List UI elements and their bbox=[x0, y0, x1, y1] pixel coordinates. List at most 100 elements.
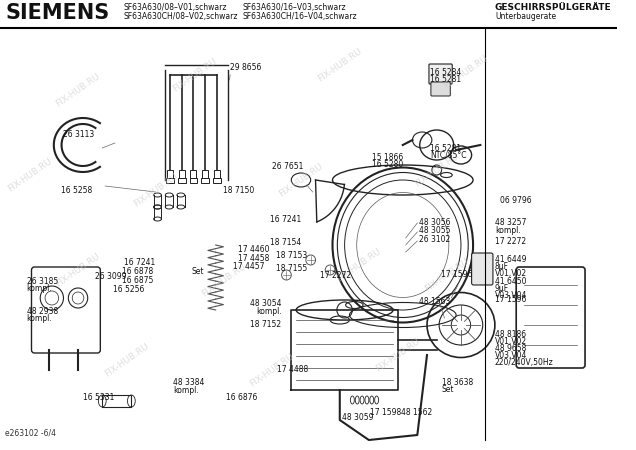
Text: Set: Set bbox=[441, 385, 454, 394]
Text: 17 4458: 17 4458 bbox=[238, 254, 270, 263]
Text: 26 3102: 26 3102 bbox=[419, 235, 450, 244]
FancyBboxPatch shape bbox=[472, 253, 493, 285]
Text: 48 9658: 48 9658 bbox=[495, 344, 526, 353]
Text: 17 1596: 17 1596 bbox=[441, 270, 472, 279]
Bar bbox=[102, 395, 132, 407]
Text: V03,V04: V03,V04 bbox=[495, 291, 527, 300]
Text: 29 8656: 29 8656 bbox=[230, 63, 261, 72]
Text: 17 1596: 17 1596 bbox=[495, 295, 526, 304]
Text: 16 6875: 16 6875 bbox=[122, 276, 154, 285]
Text: 48 1562: 48 1562 bbox=[401, 408, 432, 417]
Text: 48 3056: 48 3056 bbox=[419, 218, 451, 227]
Text: 48 3257: 48 3257 bbox=[495, 218, 526, 227]
Bar bbox=[190, 178, 197, 183]
Text: FIX-HUB.RU: FIX-HUB.RU bbox=[103, 342, 150, 378]
Text: 16 6878: 16 6878 bbox=[122, 267, 154, 276]
Text: SF63A630CH/08–V02,schwarz: SF63A630CH/08–V02,schwarz bbox=[123, 12, 238, 21]
Text: FIX-HUB.RU: FIX-HUB.RU bbox=[54, 72, 102, 108]
Text: 18 7153: 18 7153 bbox=[275, 251, 307, 260]
Bar bbox=[202, 170, 208, 178]
Text: FIX-HUB.RU: FIX-HUB.RU bbox=[413, 152, 460, 189]
Text: V03,V04: V03,V04 bbox=[495, 351, 527, 360]
Text: NTC/85°C: NTC/85°C bbox=[430, 151, 466, 160]
Text: 41 6450: 41 6450 bbox=[495, 277, 527, 286]
FancyBboxPatch shape bbox=[429, 64, 452, 84]
Text: 16 5280: 16 5280 bbox=[371, 160, 403, 169]
Text: FIX-HUB.RU: FIX-HUB.RU bbox=[442, 54, 490, 90]
Text: FIX-HUB.RU: FIX-HUB.RU bbox=[6, 157, 53, 194]
Text: 17 1598: 17 1598 bbox=[370, 408, 401, 417]
Text: 9μF: 9μF bbox=[495, 284, 509, 293]
Text: FIX-HUB.RU: FIX-HUB.RU bbox=[54, 252, 102, 288]
Text: 18 7155: 18 7155 bbox=[275, 264, 307, 273]
Text: Set: Set bbox=[191, 267, 204, 276]
Text: kompl.: kompl. bbox=[495, 226, 521, 235]
FancyBboxPatch shape bbox=[431, 82, 450, 96]
Text: SIEMENS: SIEMENS bbox=[5, 3, 109, 23]
Text: 17 2272: 17 2272 bbox=[495, 237, 526, 246]
Text: 41 6449: 41 6449 bbox=[495, 255, 527, 264]
Text: FIX-HUB.RU: FIX-HUB.RU bbox=[132, 171, 179, 208]
Text: 16 5258: 16 5258 bbox=[60, 186, 92, 195]
Text: SF63A630/08–V01,schwarz: SF63A630/08–V01,schwarz bbox=[123, 3, 227, 12]
Text: 26 3113: 26 3113 bbox=[62, 130, 93, 139]
Text: 26 3099: 26 3099 bbox=[95, 272, 127, 281]
Text: FIX-HUB.RU: FIX-HUB.RU bbox=[335, 247, 383, 284]
Text: 17 2272: 17 2272 bbox=[321, 271, 352, 280]
Text: 06 9796: 06 9796 bbox=[500, 196, 531, 205]
Bar bbox=[167, 170, 173, 178]
Text: 18 3638: 18 3638 bbox=[441, 378, 473, 387]
Text: 18 7154: 18 7154 bbox=[270, 238, 301, 247]
Text: e263102 -6/4: e263102 -6/4 bbox=[5, 428, 57, 437]
Text: SF63A630CH/16–V04,schwarz: SF63A630CH/16–V04,schwarz bbox=[243, 12, 357, 21]
Text: 16 7241: 16 7241 bbox=[124, 258, 156, 267]
Text: FIX-HUB.RU: FIX-HUB.RU bbox=[200, 261, 247, 298]
Text: Unterbaugerate: Unterbaugerate bbox=[495, 12, 556, 21]
Text: 16 5281: 16 5281 bbox=[430, 144, 461, 153]
Bar bbox=[166, 178, 174, 183]
Text: 16 5331: 16 5331 bbox=[83, 393, 114, 402]
Text: 48 8186: 48 8186 bbox=[495, 330, 526, 339]
Text: 220/240V,50Hz: 220/240V,50Hz bbox=[495, 358, 553, 367]
Text: kompl.: kompl. bbox=[27, 314, 52, 323]
Text: V01,V02: V01,V02 bbox=[495, 337, 527, 346]
Text: 17 4488: 17 4488 bbox=[277, 365, 308, 374]
Text: 15 1866: 15 1866 bbox=[371, 153, 403, 162]
Bar bbox=[214, 170, 219, 178]
Text: 18 7152: 18 7152 bbox=[251, 320, 282, 329]
Text: 48 2938: 48 2938 bbox=[27, 307, 58, 316]
Text: 48 3384: 48 3384 bbox=[173, 378, 204, 387]
Text: FIX-HUB.RU: FIX-HUB.RU bbox=[423, 256, 470, 293]
Text: 26 7651: 26 7651 bbox=[272, 162, 303, 171]
Text: FIX-HUB.RU: FIX-HUB.RU bbox=[170, 57, 218, 94]
Text: 16 5281: 16 5281 bbox=[430, 75, 461, 84]
Text: FIX-HUB.RU: FIX-HUB.RU bbox=[374, 337, 422, 374]
Bar bbox=[213, 178, 221, 183]
Text: 17 4457: 17 4457 bbox=[233, 262, 265, 271]
Text: 26 3185: 26 3185 bbox=[27, 277, 58, 286]
Text: kompl.: kompl. bbox=[256, 307, 282, 316]
Text: V01,V02: V01,V02 bbox=[495, 269, 527, 278]
Text: 48 1563: 48 1563 bbox=[419, 297, 451, 306]
Text: 16 5284: 16 5284 bbox=[430, 68, 461, 77]
Text: 48 3055: 48 3055 bbox=[419, 226, 451, 235]
Bar bbox=[179, 170, 184, 178]
Bar bbox=[178, 178, 186, 183]
Text: FIX-HUB.RU: FIX-HUB.RU bbox=[277, 162, 325, 198]
Text: SF63A630/16–V03,schwarz: SF63A630/16–V03,schwarz bbox=[243, 3, 347, 12]
Text: 16 7241: 16 7241 bbox=[270, 215, 301, 224]
Text: 8μF: 8μF bbox=[495, 262, 509, 271]
Text: 48 3054: 48 3054 bbox=[250, 299, 282, 308]
Text: 16 6876: 16 6876 bbox=[226, 393, 258, 402]
Text: FIX-HUB.RU: FIX-HUB.RU bbox=[248, 351, 296, 388]
Text: FIX-HUB.RU: FIX-HUB.RU bbox=[316, 46, 364, 84]
Bar bbox=[190, 170, 197, 178]
Bar bbox=[201, 178, 209, 183]
Text: 17 4460: 17 4460 bbox=[238, 245, 270, 254]
Text: 18 7150: 18 7150 bbox=[223, 186, 254, 195]
Text: GESCHIRRSPÜLGERÄTE: GESCHIRRSPÜLGERÄTE bbox=[495, 3, 611, 12]
Text: kompl.: kompl. bbox=[173, 386, 199, 395]
Text: 48 3059: 48 3059 bbox=[342, 413, 373, 422]
Text: kompl.: kompl. bbox=[27, 284, 52, 293]
Text: 16 5256: 16 5256 bbox=[113, 285, 144, 294]
